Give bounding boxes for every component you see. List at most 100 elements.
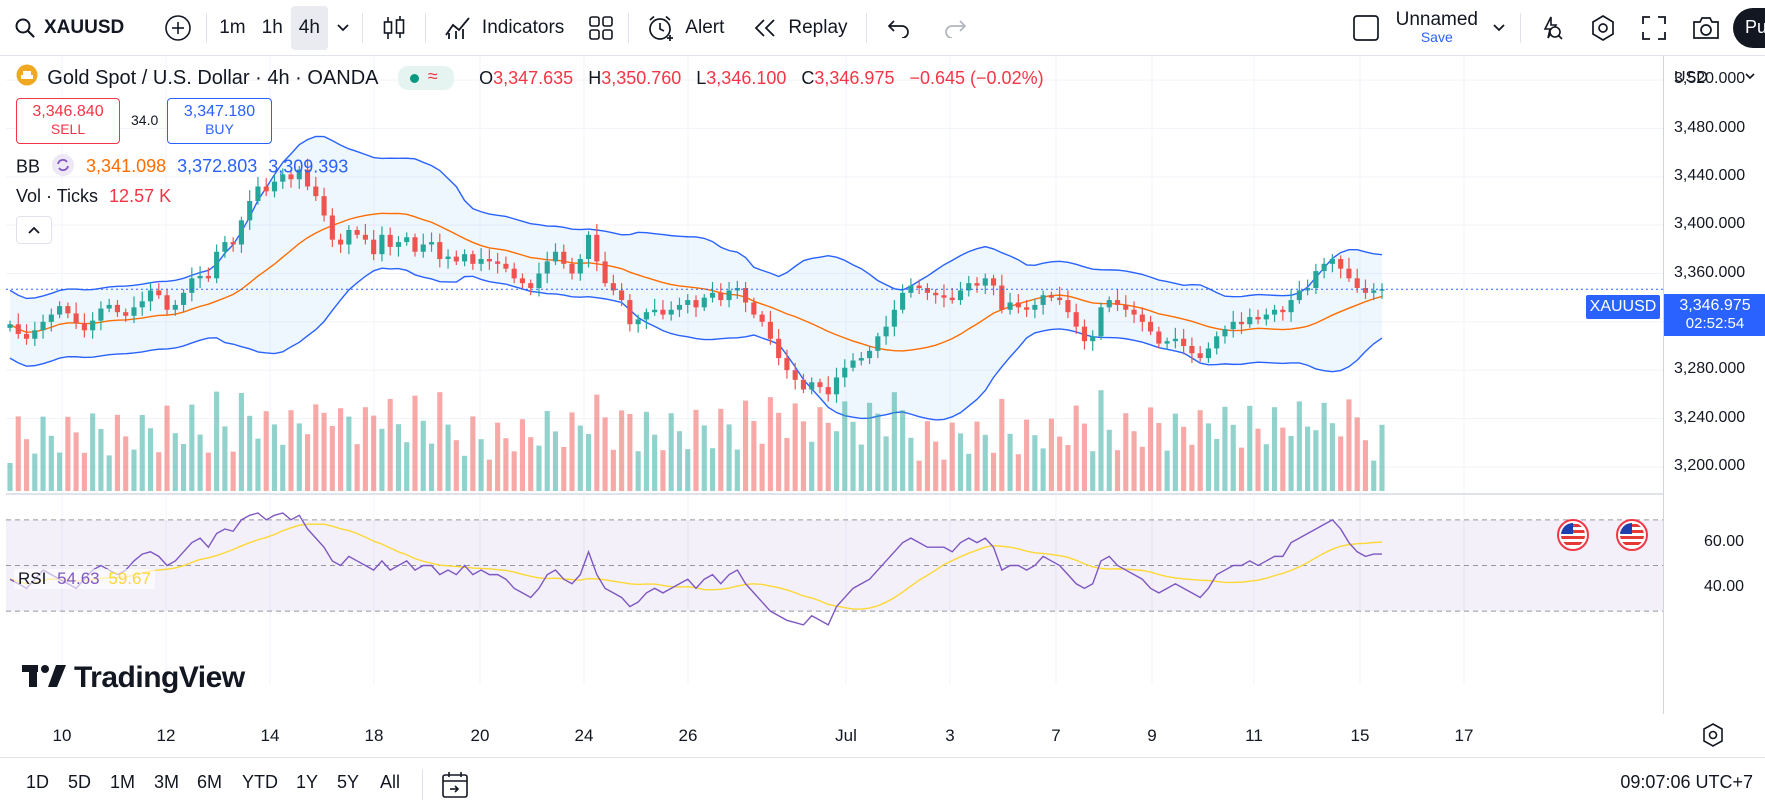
indicators-button[interactable]: Indicators — [430, 8, 578, 48]
candle-body — [1131, 309, 1137, 315]
range-6m[interactable]: 6M — [197, 772, 223, 792]
redo-button[interactable] — [927, 8, 983, 48]
interval-1m[interactable]: 1m — [219, 16, 246, 38]
us-flag-event-icon[interactable] — [1615, 518, 1649, 557]
chart-type-button[interactable] — [367, 8, 421, 48]
us-flag-event-icon[interactable] — [1556, 518, 1590, 557]
volume-bar — [635, 451, 641, 491]
go-to-date-button[interactable] — [440, 770, 470, 805]
range-1d[interactable]: 1D — [26, 772, 50, 792]
interval-dropdown[interactable] — [328, 8, 358, 48]
candle-body — [602, 261, 608, 284]
candle-body — [776, 338, 782, 359]
volume-bar — [743, 400, 749, 491]
candle-body — [751, 302, 757, 315]
axis-settings-button[interactable] — [1700, 722, 1726, 753]
alert-button[interactable]: Alert — [633, 8, 738, 48]
toolbar-divider — [206, 12, 208, 43]
volume-bar — [98, 429, 104, 491]
volume-bar — [809, 441, 815, 491]
candle-body — [833, 377, 840, 395]
quick-search-button[interactable] — [1525, 8, 1577, 48]
volume-bar — [1255, 428, 1261, 491]
layout-save-link[interactable]: Save — [1420, 29, 1453, 46]
interval-1h[interactable]: 1h — [261, 16, 283, 38]
fullscreen-button[interactable] — [1629, 8, 1679, 48]
settings-button[interactable] — [1577, 8, 1629, 48]
range-5y[interactable]: 5Y — [337, 772, 360, 792]
range-1m[interactable]: 1M — [110, 772, 136, 792]
volume-bar — [668, 413, 674, 491]
candle-body — [1189, 346, 1195, 354]
candle-body — [428, 242, 435, 245]
tradingview-watermark[interactable]: TradingView — [22, 661, 245, 695]
volume-bar — [1222, 406, 1228, 491]
sell-button[interactable]: 3,346.840 SELL — [16, 98, 120, 144]
candle-body — [222, 242, 228, 252]
clock-text[interactable]: 09:07:06 UTC+7 — [1620, 772, 1753, 792]
rsi-legend[interactable]: RSI 54.63 59.67 — [14, 569, 155, 589]
volume-bar — [1354, 417, 1360, 491]
market-status-badge[interactable]: ≈ — [397, 66, 454, 90]
replay-button[interactable]: Replay — [738, 8, 861, 48]
chart-canvas[interactable] — [6, 56, 1663, 714]
candle-body — [1205, 348, 1211, 359]
volume-bar — [445, 424, 451, 491]
price-label: 3,400.000 — [1674, 215, 1746, 233]
price-axis[interactable]: USD 3,520.000 3,480.000 3,440.000 3,400.000… — [1586, 56, 1765, 714]
toolbar-divider — [865, 12, 867, 43]
volume-bar — [1123, 413, 1129, 491]
gear-icon — [1589, 14, 1617, 42]
search-icon — [14, 17, 36, 39]
candle-body — [404, 237, 410, 243]
volume-bar — [495, 422, 501, 491]
candle-body — [1073, 312, 1079, 327]
volume-value: 12.57 K — [109, 186, 172, 206]
range-5d[interactable]: 5D — [68, 772, 92, 792]
range-1y[interactable]: 1Y — [296, 772, 319, 792]
volume-bar — [751, 421, 757, 491]
candle-body — [304, 169, 311, 187]
volume-bar — [404, 442, 410, 491]
time-label: 14 — [260, 726, 280, 745]
bb-lower-value: 3,309.393 — [268, 156, 349, 177]
time-label: 17 — [1454, 726, 1474, 745]
volume-bar — [676, 431, 683, 491]
layout-select[interactable]: Unnamed Save — [1342, 8, 1516, 48]
candle-body — [362, 234, 368, 240]
bb-basis-line — [9, 212, 1383, 352]
compare-add-button[interactable] — [154, 8, 202, 48]
volume-bar — [123, 436, 129, 491]
time-axis[interactable]: 10 12 14 18 20 24 26 Jul 3 7 9 11 15 17 — [6, 714, 1663, 757]
candle-body — [90, 320, 96, 331]
candle-body — [1238, 321, 1245, 325]
volume-bar — [371, 415, 377, 491]
volume-bar — [238, 393, 244, 491]
currency-select[interactable]: USD — [1670, 64, 1760, 92]
volume-bar — [817, 407, 823, 491]
checkbox-icon[interactable] — [1352, 14, 1380, 42]
templates-button[interactable] — [578, 8, 624, 48]
candle-body — [585, 234, 592, 259]
last-price: 3,346.975 — [1679, 297, 1751, 314]
candle-body — [81, 323, 87, 331]
undo-button[interactable] — [871, 8, 927, 48]
chart-pane[interactable]: Gold Spot / U.S. Dollar · 4h · OANDA ≈ O… — [6, 56, 1663, 714]
interval-4h[interactable]: 4h — [290, 5, 328, 50]
candle-body — [197, 275, 203, 279]
range-3m[interactable]: 3M — [154, 772, 180, 792]
range-all[interactable]: All — [380, 772, 401, 792]
publish-button[interactable]: Pu — [1733, 7, 1765, 48]
volume-bar — [1048, 418, 1054, 491]
collapse-legend-button[interactable] — [16, 216, 52, 244]
bb-legend[interactable]: BB 3,341.098 3,372.803 3,309.393 — [16, 153, 348, 182]
candle-body — [57, 306, 63, 315]
symbol-search[interactable]: XAUUSD — [0, 8, 134, 48]
range-ytd[interactable]: YTD — [242, 772, 278, 792]
candle-body — [1090, 336, 1096, 342]
candle-body — [1106, 300, 1112, 308]
candle-body — [1296, 290, 1302, 301]
snapshot-button[interactable] — [1679, 8, 1733, 48]
buy-button[interactable]: 3,347.180 BUY — [167, 98, 272, 144]
volume-legend[interactable]: Vol · Ticks 12.57 K — [16, 186, 171, 207]
